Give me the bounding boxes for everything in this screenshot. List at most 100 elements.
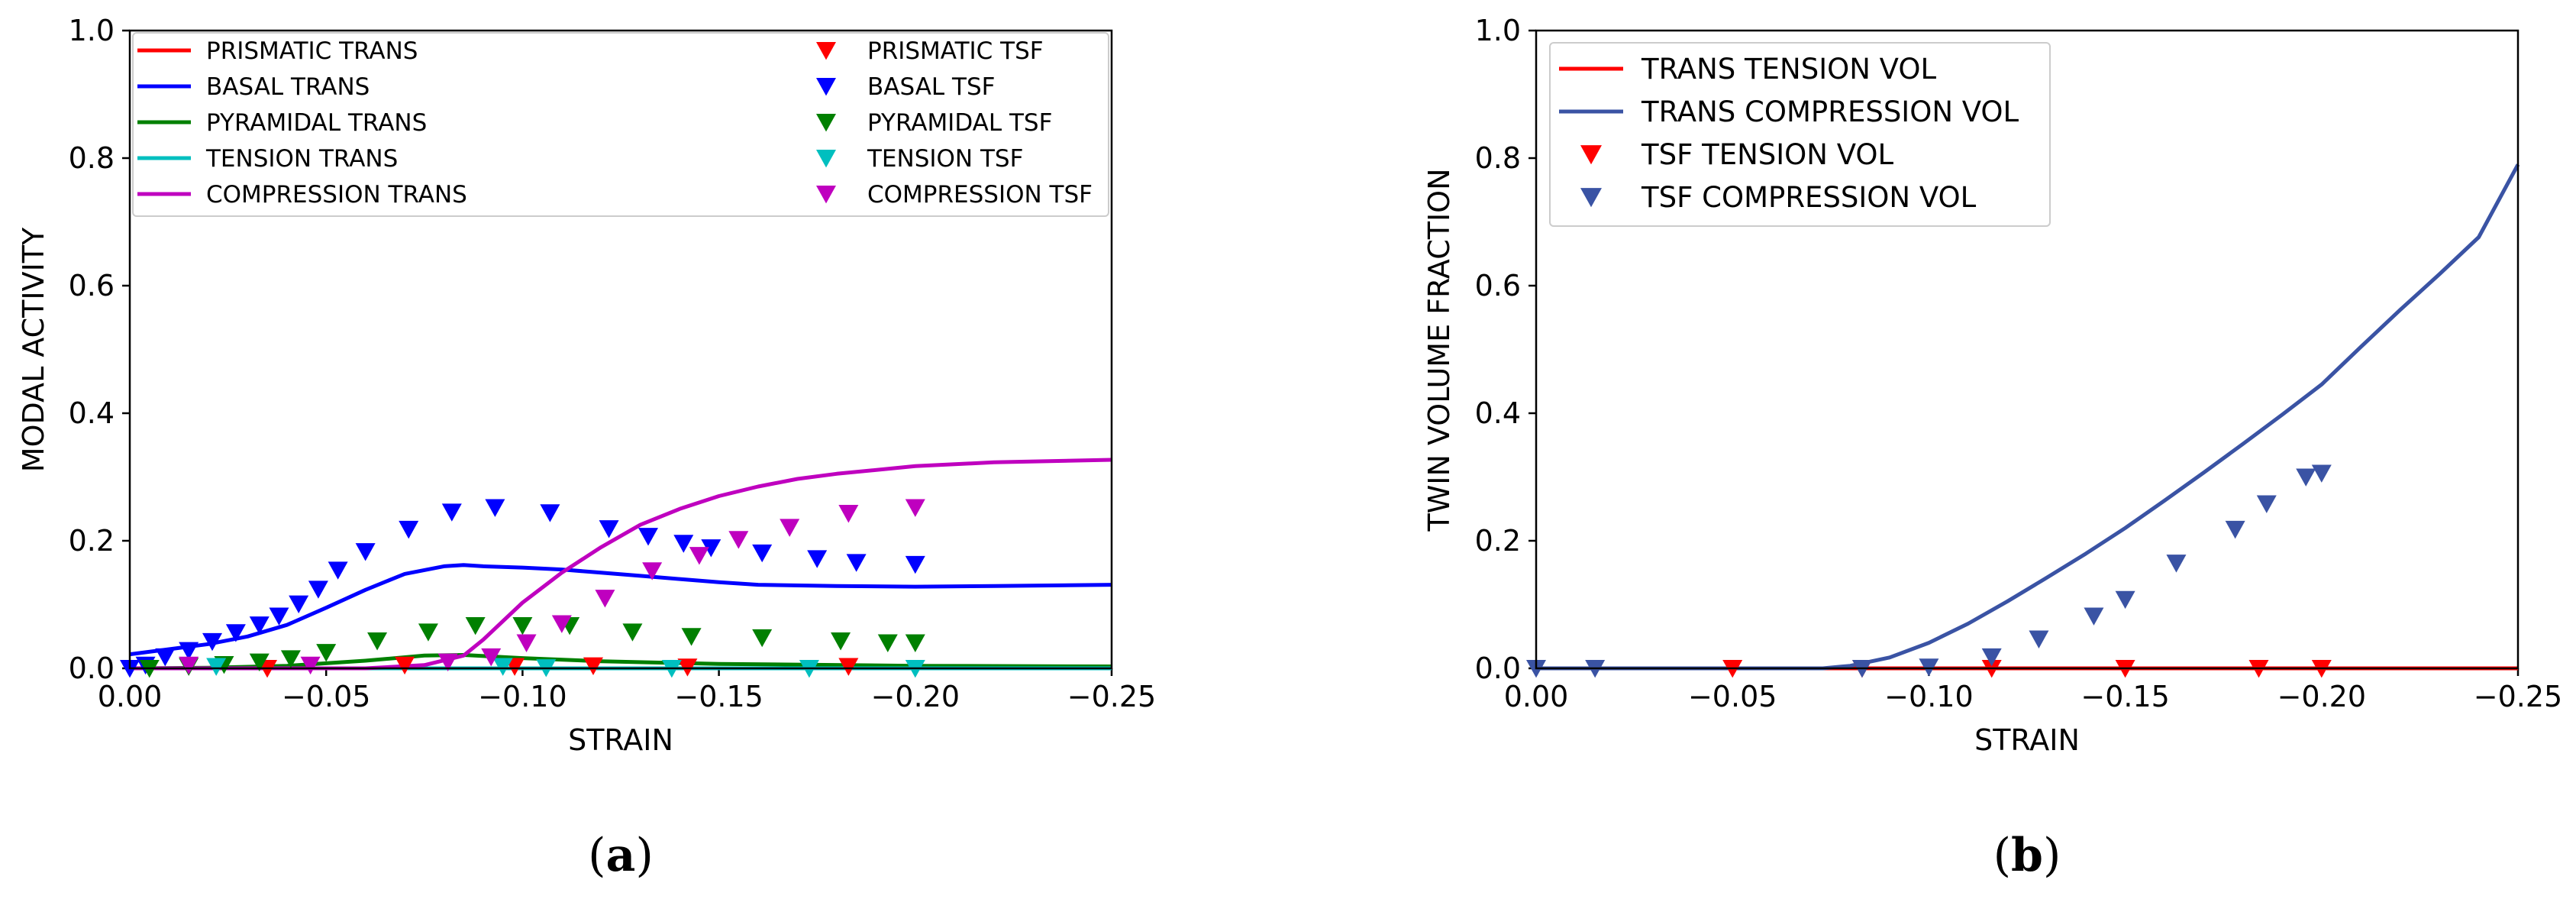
panel-a-marker-compression-tsf: [437, 653, 458, 671]
panel-a-marker-basal-tsf: [846, 554, 867, 572]
panel-a-marker-compression-tsf: [642, 562, 663, 580]
caption-a-letter: a: [606, 829, 636, 882]
panel-a-marker-pyramidal-tsf: [831, 632, 851, 651]
panel-b-chart: 0.00 −0.05 −0.10 −0.15 −0.20 −0.25 0.0 0.2 0.4 0.…: [1422, 14, 2562, 757]
panel-a-xlabel: STRAIN: [568, 723, 673, 757]
panel-a-marker-pyramidal-tsf: [512, 617, 533, 635]
panel-a-ytick-label: 0.2: [69, 524, 115, 558]
panel-a-marker-basal-tsf: [540, 504, 560, 522]
caption-a-close: ): [635, 829, 653, 882]
caption-b-open: (: [1993, 829, 2011, 882]
panel-b-marker-tsf-compression-vol: [2296, 468, 2316, 487]
panel-a-legend-swatch-prismatic-tsf: [816, 41, 836, 60]
panel-a-legend-label-tension-trans: TENSION TRANS: [205, 145, 398, 173]
panel-b-legend-label-trans-tension-vol: TRANS TENSION VOL: [1641, 53, 1936, 86]
panel-a-xtick-label: −0.05: [282, 680, 370, 713]
panel-a-marker-compression-tsf: [905, 499, 925, 517]
panel-b-line-trans-compression-vol: [1536, 163, 2520, 671]
panel-a-legend-label-basal-trans: BASAL TRANS: [206, 73, 370, 101]
panel-b-xtick-label: −0.15: [2080, 680, 2169, 713]
panel-b-legend-label-tsf-tension-vol: TSF TENSION VOL: [1641, 138, 1894, 171]
panel-a-legend-swatch-pyramidal-tsf: [816, 113, 836, 132]
panel-b-marker-tsf-compression-vol: [2166, 555, 2187, 573]
panel-a-axes-frame: [128, 29, 1113, 670]
panel-a-marker-compression-tsf: [300, 656, 321, 675]
panel-a-marker-basal-tsf: [807, 550, 828, 568]
panel-a-marker-compression-tsf: [516, 634, 537, 652]
caption-a: (a): [588, 829, 654, 882]
panel-a-legend-box: [132, 32, 1109, 217]
panel-a-marker-compression-tsf: [728, 531, 749, 549]
panel-a-xtick-label: −0.15: [674, 680, 763, 713]
panel-a-marker-pyramidal-tsf: [465, 617, 486, 635]
panel-b-xlabel: STRAIN: [1974, 723, 2080, 757]
panel-a-marker-basal-tsf: [673, 535, 694, 553]
panel-a-ylabel: MODAL ACTIVITY: [17, 227, 50, 472]
panel-a-xtick-label: −0.25: [1067, 680, 1156, 713]
panel-a-marker-basal-tsf: [485, 499, 505, 517]
panel-b-xtick-label: −0.10: [1884, 680, 1973, 713]
panel-a-marker-pyramidal-tsf: [681, 628, 702, 646]
panel-a-marker-prismatic-tsf: [838, 658, 859, 676]
panel-a-ytick-label: 0.4: [69, 396, 115, 430]
panel-b-marker-tsf-compression-vol: [2311, 464, 2332, 483]
panel-a-ytick-label: 1.0: [69, 14, 115, 47]
panel-a-marker-compression-tsf: [179, 656, 199, 675]
panel-a-marker-basal-tsf: [599, 520, 619, 538]
panel-a-marker-pyramidal-tsf: [418, 623, 438, 642]
panel-a-marker-basal-tsf: [225, 624, 246, 642]
panel-a-marker-pyramidal-tsf: [752, 629, 773, 648]
panel-a-marker-pyramidal-tsf: [316, 644, 337, 662]
panel-a-xtick-label: 0.00: [98, 680, 163, 713]
panel-a-marker-prismatic-tsf: [583, 657, 603, 676]
panel-b-legend-label-trans-compression-vol: TRANS COMPRESSION VOL: [1641, 95, 2019, 128]
caption-b-close: ): [2043, 829, 2061, 882]
panel-a-marker-basal-tsf: [355, 543, 376, 561]
panel-a-marker-basal-tsf: [752, 544, 773, 563]
panel-a-marker-compression-tsf: [838, 505, 859, 523]
panel-a-marker-pyramidal-tsf: [367, 632, 388, 651]
panel-a-marker-pyramidal-tsf: [622, 623, 643, 642]
panel-a-marker-basal-tsf: [249, 616, 270, 635]
panel-a-legend-label-prismatic-tsf: PRISMATIC TSF: [867, 37, 1044, 65]
panel-b-axes-frame: [1535, 29, 2520, 670]
panel-b-ytick-label: 0.8: [1475, 141, 1521, 175]
panel-b-marker-tsf-compression-vol: [2225, 520, 2245, 539]
panel-a-ytick-label: 0.0: [69, 652, 115, 685]
panel-a-legend-label-tension-tsf: TENSION TSF: [867, 145, 1023, 173]
panel-a-marker-compression-tsf: [689, 547, 709, 565]
panel-b-ytick-label: 0.6: [1475, 269, 1521, 302]
panel-a-legend-label-prismatic-trans: PRISMATIC TRANS: [206, 37, 418, 65]
panel-a-legend-swatch-tension-tsf: [816, 149, 836, 168]
panel-a-marker-tension-tsf: [492, 658, 513, 676]
panel-b-marker-tsf-compression-vol: [2084, 607, 2104, 626]
panel-a-marker-compression-tsf: [481, 648, 502, 667]
panel-a-legend-label-pyramidal-trans: PYRAMIDAL TRANS: [206, 109, 427, 137]
panel-b-xtick-label: −0.25: [2474, 680, 2562, 713]
panel-b-ytick-label: 0.0: [1475, 652, 1521, 685]
panel-a-legend: PRISMATIC TRANS BASAL TRANS PYRAMIDAL TRAN…: [132, 32, 1109, 217]
panel-a-marker-basal-tsf: [328, 561, 348, 580]
panel-b-marker-tsf-compression-vol: [2256, 495, 2277, 513]
panel-a-ytick-label: 0.8: [69, 141, 115, 175]
panel-a-marker-pyramidal-tsf: [905, 634, 925, 652]
panel-b-xtick-label: −0.05: [1688, 680, 1777, 713]
panel-a-legend-label-basal-tsf: BASAL TSF: [867, 73, 996, 101]
panel-a-marker-basal-tsf: [638, 528, 659, 546]
panel-b-xtick-label: 0.00: [1504, 680, 1569, 713]
panel-b-ylabel: TWIN VOLUME FRACTION: [1422, 168, 1456, 532]
panel-a-marker-pyramidal-tsf: [877, 634, 898, 652]
panel-a-legend-label-compression-tsf: COMPRESSION TSF: [867, 181, 1093, 209]
panel-a-xtick-label: −0.10: [478, 680, 567, 713]
panel-a-marker-basal-tsf: [269, 607, 289, 626]
panel-b-ytick-label: 0.4: [1475, 396, 1521, 430]
panel-a-xtick-label: −0.20: [871, 680, 960, 713]
panel-b-legend-swatch-tsf-tension-vol: [1580, 145, 1602, 165]
panel-b-ytick-label: 0.2: [1475, 524, 1521, 558]
panel-a-marker-compression-tsf: [551, 615, 572, 633]
panel-a-marker-prismatic-tsf: [395, 656, 415, 675]
panel-a-ytick-label: 0.6: [69, 269, 115, 302]
panel-a-marker-basal-tsf: [289, 595, 309, 614]
panel-a-legend-label-pyramidal-tsf: PYRAMIDAL TSF: [867, 109, 1052, 137]
